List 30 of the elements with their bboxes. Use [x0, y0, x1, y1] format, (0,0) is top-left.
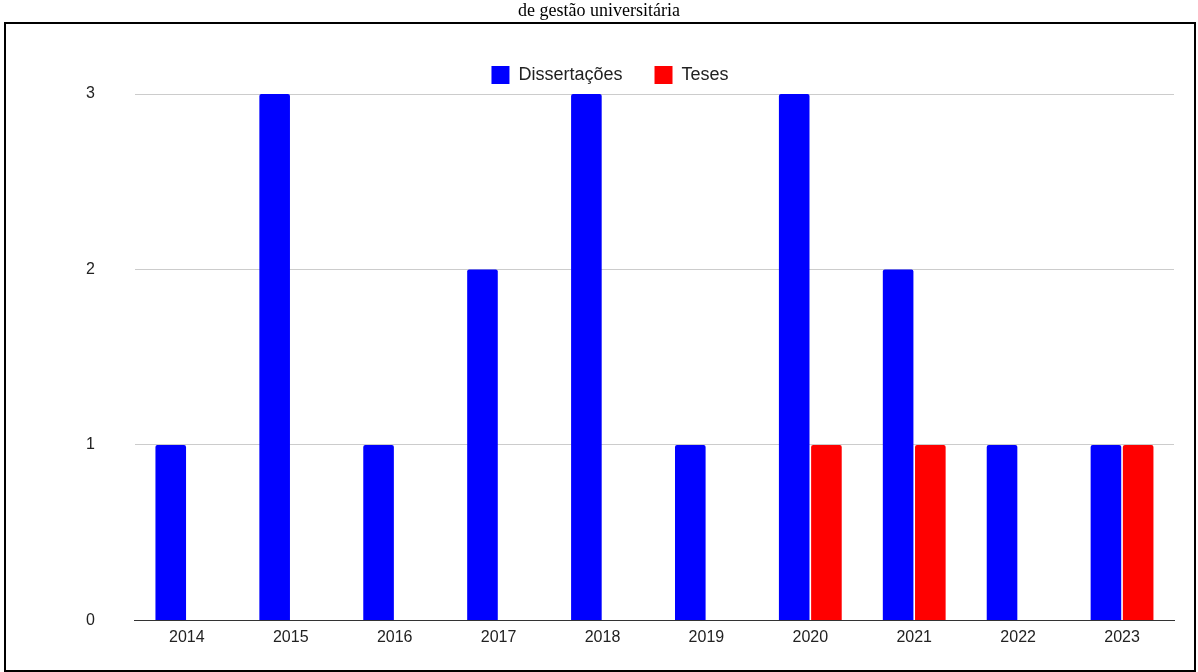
bar: [467, 269, 498, 620]
x-tick-label: 2017: [480, 628, 517, 646]
bar: [915, 444, 946, 620]
x-tick-label: 2021: [896, 628, 933, 646]
chart-title: de gestão universitária: [517, 0, 681, 20]
x-tick-label: 2019: [688, 628, 725, 646]
legend-label: Dissertações: [518, 63, 623, 84]
x-tick-label: 2015: [272, 628, 309, 646]
bar: [1122, 444, 1154, 620]
bar: [986, 444, 1018, 620]
bar: [571, 94, 602, 620]
bar: [675, 444, 706, 620]
x-tick-label: 2018: [584, 628, 621, 646]
x-tick-label: 2022: [1000, 628, 1037, 646]
bar: [882, 269, 914, 620]
x-tick-label: 2016: [376, 628, 413, 646]
bar: [811, 444, 842, 620]
bar: [778, 94, 810, 620]
y-tick-label: 2: [85, 259, 95, 277]
legend-label: Teses: [681, 63, 729, 84]
y-tick-label: 1: [85, 435, 95, 453]
y-tick-label: 3: [85, 84, 95, 102]
bar: [1090, 444, 1122, 620]
x-tick-label: 2020: [792, 628, 829, 646]
x-tick-label: 2023: [1104, 628, 1140, 646]
x-tick-label: 2014: [169, 628, 205, 646]
bar: [155, 444, 187, 620]
y-tick-label: 0: [85, 610, 95, 628]
bar: [363, 444, 394, 620]
bar: [259, 94, 290, 620]
